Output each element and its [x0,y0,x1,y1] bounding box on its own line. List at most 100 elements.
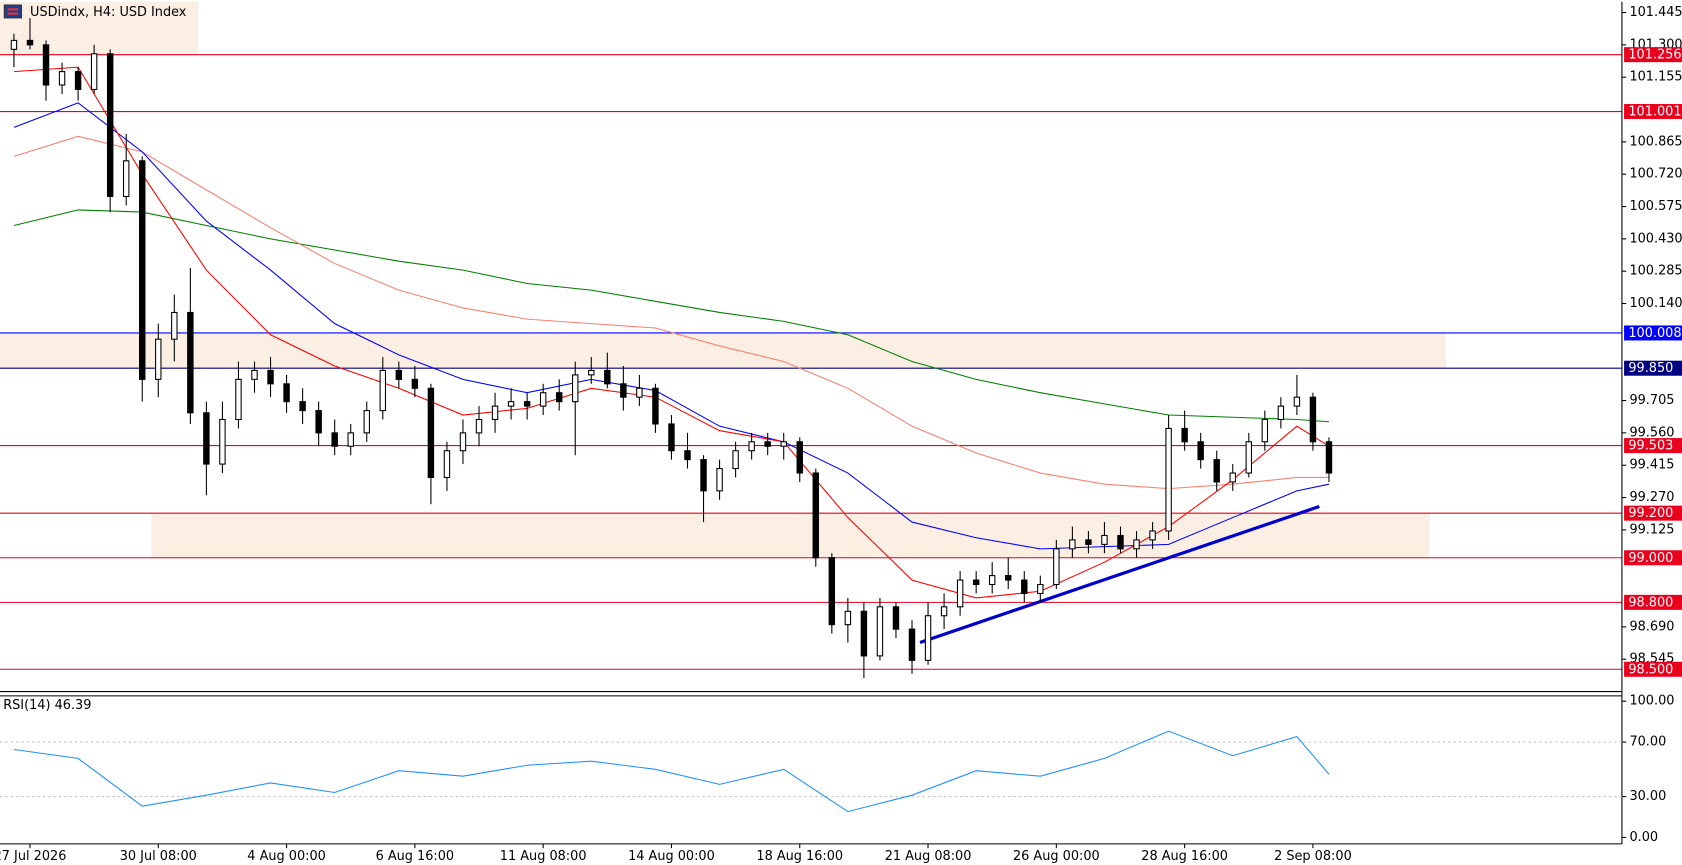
level-label: 101.256 [1628,48,1681,63]
level-tag [1624,594,1682,610]
candle-body [299,401,306,412]
x-tick-label: 2 Sep 08:00 [1274,849,1352,864]
y-tick-label: 100.430 [1629,231,1682,246]
candle-body [956,579,964,608]
zone [151,513,1430,558]
candle-body [267,369,274,385]
candle-body [379,369,387,412]
candle-body [1133,539,1140,550]
candle-body [235,378,242,421]
trendline [919,504,1320,645]
level-label: 101.001 [1628,105,1681,120]
candle-body [1021,579,1028,594]
candle-body [1037,583,1044,594]
candle-body [572,374,579,403]
candle-body [1069,539,1076,550]
candle-body [652,387,659,425]
level-tag [1624,438,1682,454]
level-tag [1624,47,1682,63]
level-tag [1624,661,1682,677]
candle-body [1229,472,1236,483]
candle-body [507,401,515,407]
candle-body [171,311,178,340]
candle-body [812,472,820,559]
candle-body [475,418,483,434]
level-label: 99.503 [1628,439,1673,454]
y-tick-label: 99.560 [1629,425,1674,440]
candle-body [908,628,916,661]
candle-body [700,459,707,492]
x-tick-label: 14 Aug 00:00 [628,849,715,864]
symbol-icon-mark [7,12,19,15]
level-tag [1624,360,1682,376]
candle-body [892,606,900,630]
x-tick-label: 27 Jul 2026 [0,849,66,864]
y-tick-label: 100.140 [1629,296,1682,311]
level-label: 99.000 [1628,551,1673,566]
x-tick-label: 21 Aug 08:00 [885,849,972,864]
candle-body [523,401,531,407]
x-tick-label: 18 Aug 16:00 [756,849,843,864]
level-tag [1624,505,1682,521]
candle-body [828,557,836,626]
candle-body [555,392,563,403]
candle-body [1149,530,1156,541]
level-tag [1624,550,1682,566]
candle-body [315,410,322,434]
candle-body [988,575,996,586]
zone [0,332,1447,369]
candle-body [636,387,643,398]
candle-body [10,39,18,50]
level-tag [1624,325,1682,341]
candle-body [58,71,66,86]
candle-body [155,338,162,380]
rsi-tick-label: 70.00 [1629,735,1666,750]
candle-body [1245,441,1253,474]
candle-body [427,387,435,479]
zone [0,1,199,55]
x-tick-label: 4 Aug 00:00 [247,849,326,864]
y-tick-label: 101.445 [1629,5,1682,20]
candle-body [331,432,338,447]
moving-average [13,209,1330,423]
candle-body [1277,405,1285,421]
candle-body [203,412,210,465]
rsi-tick-label: 100.00 [1629,694,1674,709]
candle-body [1053,548,1060,586]
candle-body [26,39,34,46]
y-tick-label: 99.270 [1629,490,1674,505]
candle-body [187,311,194,414]
rsi-tick-label: 0.00 [1629,830,1658,845]
rsi-line [13,730,1330,813]
y-tick-label: 100.575 [1629,199,1682,214]
y-tick-label: 101.155 [1629,70,1682,85]
candle-body [1005,575,1012,581]
level-label: 99.200 [1628,506,1673,521]
candle-body [588,369,595,376]
x-tick-label: 26 Aug 00:00 [1013,849,1100,864]
candle-body [972,579,980,586]
candle-body [684,450,691,461]
x-tick-label: 6 Aug 16:00 [376,849,455,864]
candle-body [42,44,50,86]
level-label: 100.008 [1628,326,1681,341]
candle-body [74,71,82,90]
y-tick-label: 100.720 [1629,167,1682,182]
candle-body [491,405,499,421]
candle-body [764,441,771,447]
candle-body [620,383,627,398]
candle-body [876,606,884,657]
y-tick-label: 100.865 [1629,134,1682,149]
candle-body [1165,427,1172,532]
level-tag [1624,104,1682,120]
x-tick-label: 11 Aug 08:00 [500,849,587,864]
candle-body [363,410,370,434]
x-tick-label: 30 Jul 08:00 [120,849,197,864]
candle-body [1309,396,1317,443]
chart-title: USDindx, H4: USD Index [30,5,187,20]
candle-body [1117,534,1124,550]
moving-average [13,135,1329,490]
candle-body [443,450,451,479]
